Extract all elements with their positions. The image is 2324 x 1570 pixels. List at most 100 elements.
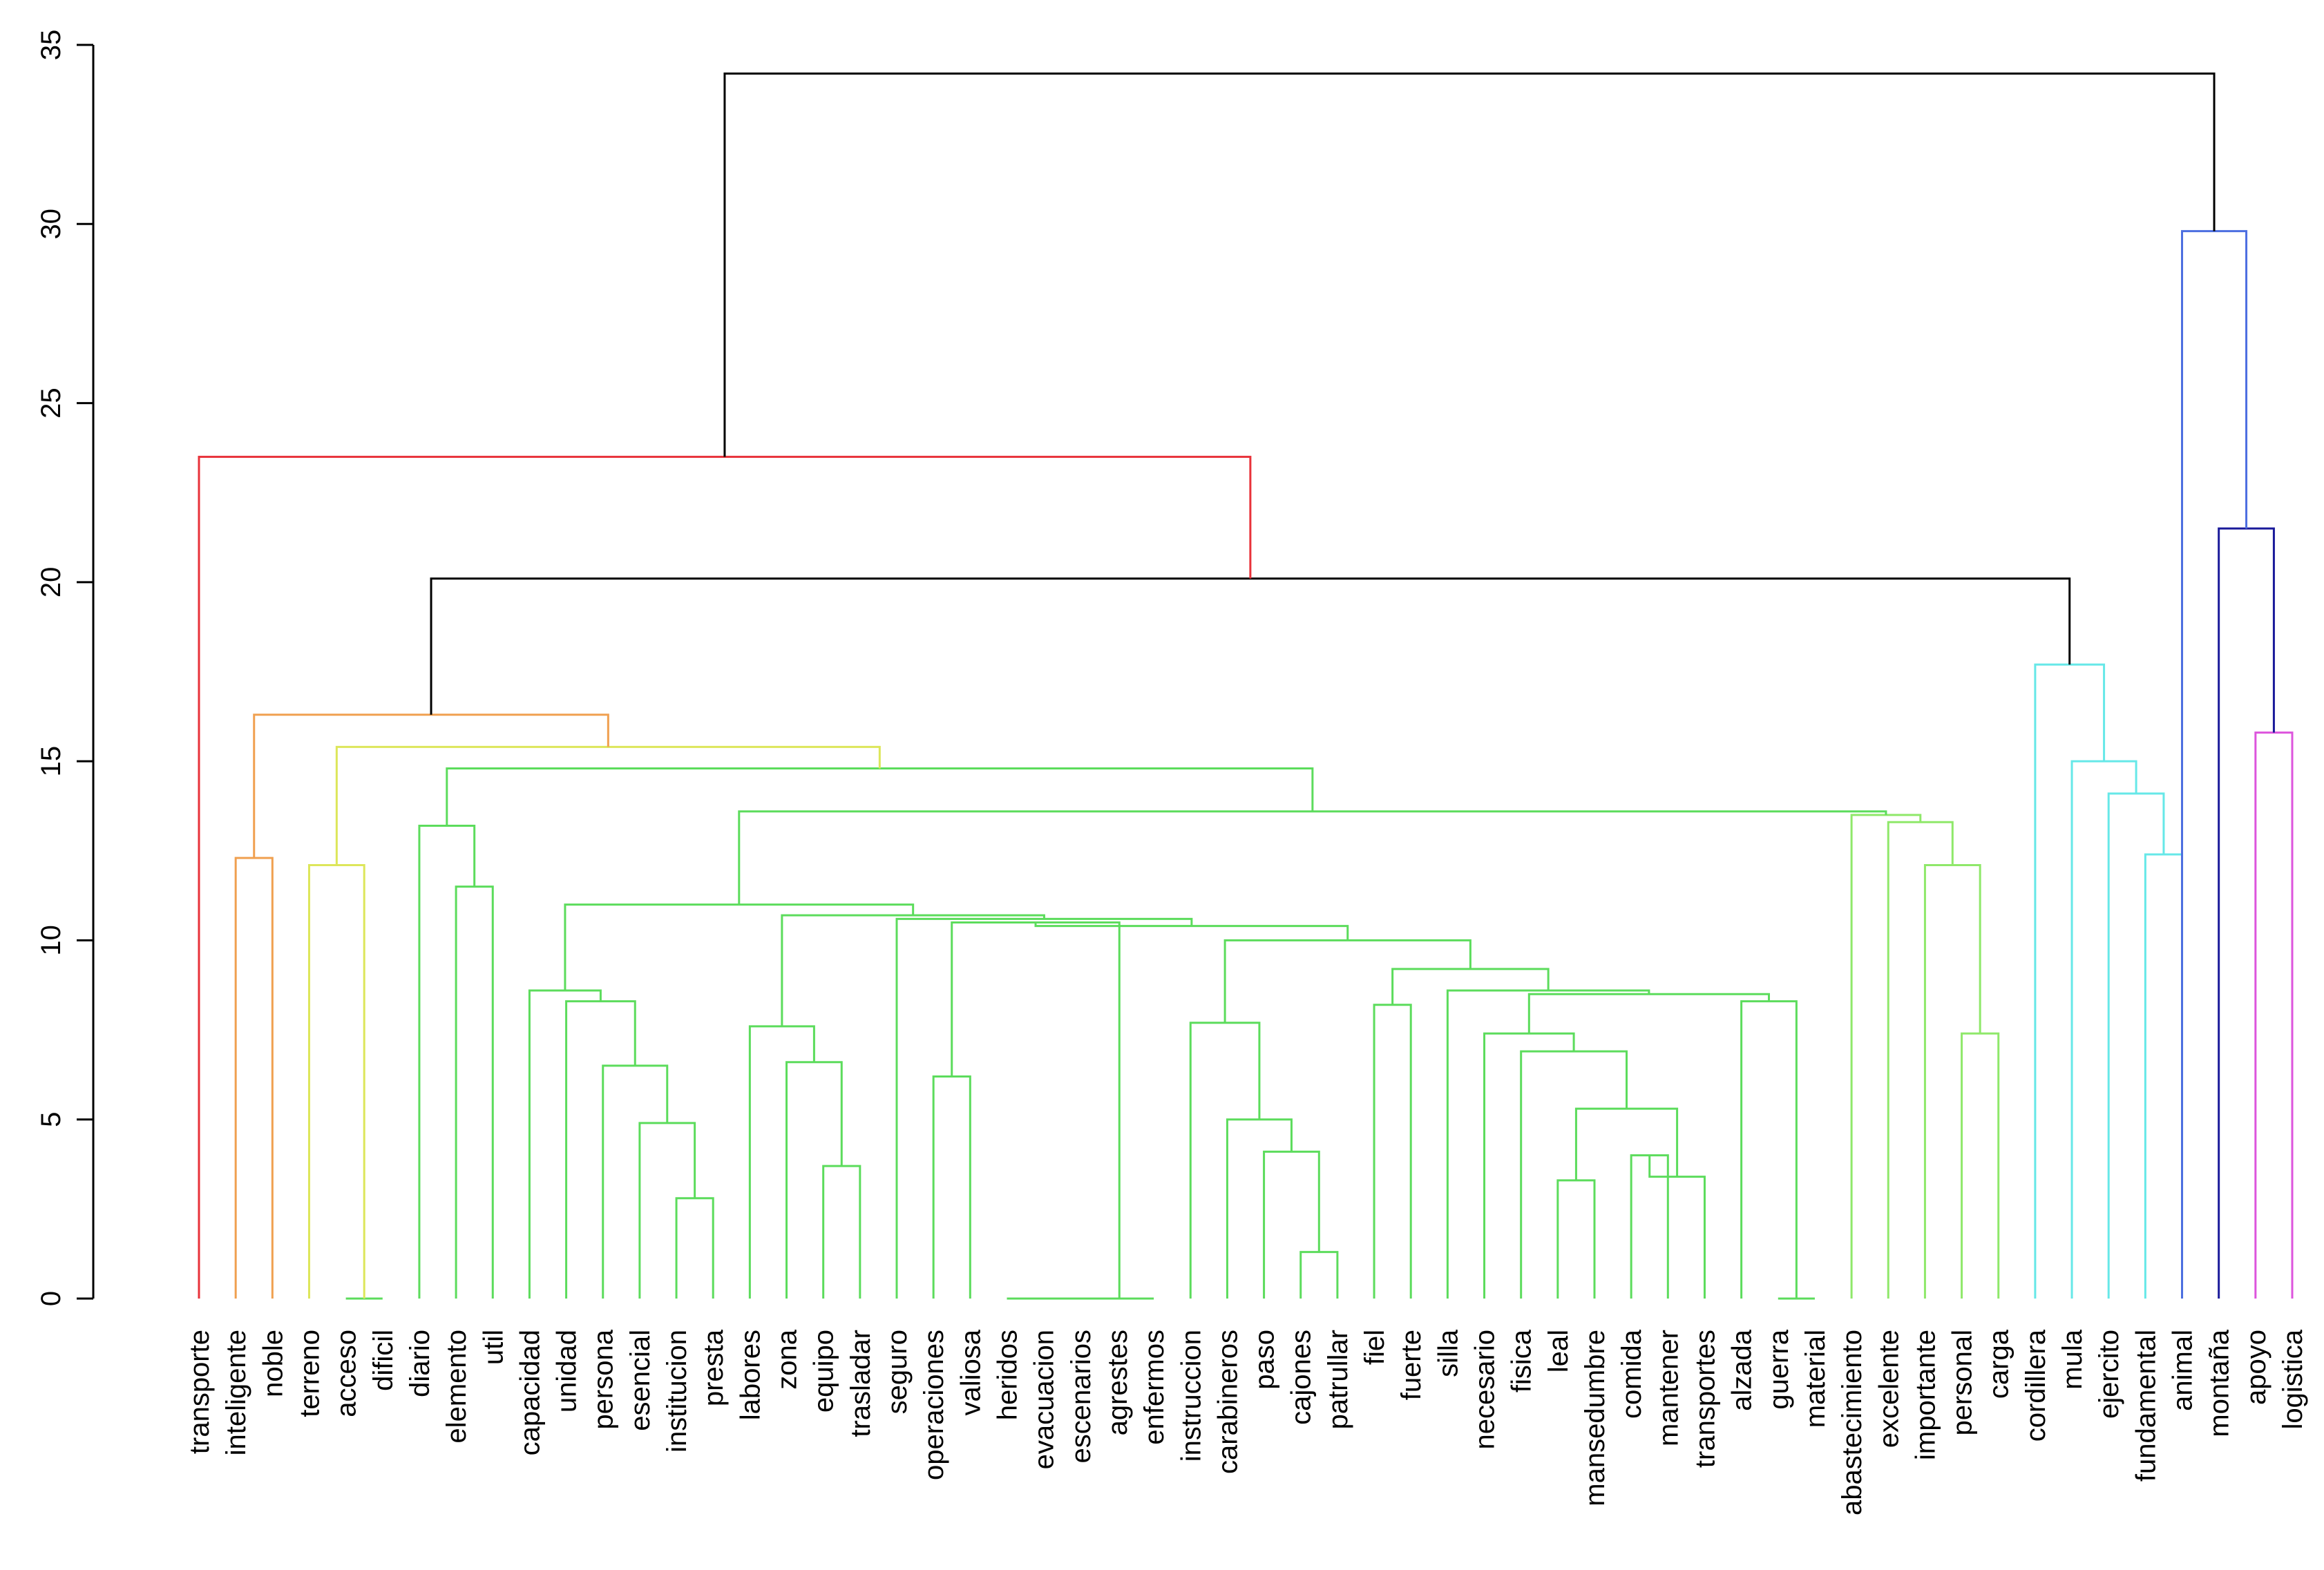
leaf-label: cordillera xyxy=(2021,1329,2051,1442)
leaf-label: necesario xyxy=(1470,1330,1501,1449)
dendrogram-branch xyxy=(1648,1155,1706,1299)
leaf-label: ejercito xyxy=(2094,1330,2124,1419)
dendrogram-branch xyxy=(1556,1179,1596,1299)
y-tick-label: 35 xyxy=(36,30,66,61)
dendrogram-branch xyxy=(234,856,274,1299)
dendrogram-branch xyxy=(2254,731,2294,1299)
dendrogram-branch xyxy=(2034,663,2106,1299)
dendrogram-branch xyxy=(638,1122,696,1299)
leaf-label: fiel xyxy=(1360,1330,1390,1365)
leaf-label: dificil xyxy=(368,1330,399,1391)
dendrogram-branch xyxy=(781,914,1045,1026)
dendrogram-branch xyxy=(253,714,609,859)
dendrogram-branch xyxy=(565,1000,636,1299)
leaf-label: excelente xyxy=(1874,1330,1904,1448)
dendrogram-branch xyxy=(1527,993,1770,1034)
leaf-label: acceso xyxy=(332,1330,362,1417)
dendrogram-branch xyxy=(1373,1004,1412,1299)
dendrogram-branch xyxy=(307,864,365,1299)
leaf-label: util xyxy=(478,1330,508,1365)
leaf-label: equipo xyxy=(809,1330,839,1413)
dendrogram-branch xyxy=(1034,922,1349,941)
leaf-label: abastecimiento xyxy=(1837,1330,1867,1515)
leaf-label: logistica xyxy=(2278,1329,2308,1429)
leaf-label: seguro xyxy=(882,1330,913,1414)
dendrogram-branch xyxy=(602,1064,669,1299)
leaf-label: esencial xyxy=(625,1330,656,1431)
leaf-label: guerra xyxy=(1764,1329,1794,1409)
leaf-label: evacuacion xyxy=(1029,1330,1060,1469)
leaf-label: agrestes xyxy=(1103,1330,1133,1435)
leaf-label: fisica xyxy=(1507,1329,1537,1392)
dendrogram-branch xyxy=(675,1197,714,1299)
leaf-label: mula xyxy=(2057,1329,2088,1389)
leaf-label: elemento xyxy=(441,1330,472,1444)
leaf-label: comida xyxy=(1617,1329,1647,1419)
dendrogram-branch xyxy=(1923,864,1981,1299)
dendrogram-branch xyxy=(2218,527,2275,1299)
dendrogram-branch xyxy=(2107,792,2165,1299)
dendrogram-branch xyxy=(748,1025,815,1299)
leaf-label: escenarios xyxy=(1066,1330,1096,1463)
y-tick-label: 30 xyxy=(36,209,66,240)
dendrogram-branch xyxy=(895,917,1193,1299)
dendrogram-branch xyxy=(723,72,2216,457)
dendrogram-branch xyxy=(1740,1000,1798,1299)
dendrogram-branch xyxy=(418,824,476,1299)
leaf-label: trasladar xyxy=(846,1330,876,1437)
leaf-label: importante xyxy=(1910,1330,1941,1460)
leaf-label: capacidad xyxy=(515,1330,545,1455)
leaf-label: labores xyxy=(735,1330,765,1420)
dendrogram-branch xyxy=(785,1061,843,1299)
dendrogram-branch xyxy=(1961,1032,2000,1299)
leaf-label: inteligente xyxy=(221,1330,251,1455)
dendrogram-branch xyxy=(951,921,1121,1299)
leaf-label: carga xyxy=(1984,1329,2015,1399)
leaf-label: montaña xyxy=(2204,1329,2235,1437)
leaf-label: transportes xyxy=(1690,1330,1720,1468)
dendrogram-branch xyxy=(564,903,915,991)
y-tick-label: 20 xyxy=(36,567,66,598)
leaf-label: mansedumbre xyxy=(1580,1330,1610,1506)
leaf-label: valiosa xyxy=(955,1329,986,1415)
dendrogram-branch xyxy=(1226,1118,1293,1299)
dendrogram-branch xyxy=(932,1075,971,1299)
dendrogram-branch xyxy=(738,810,1887,905)
leaf-label: cajones xyxy=(1286,1330,1317,1425)
dendrogram-branch xyxy=(2144,853,2184,1299)
dendrogram-branch xyxy=(1887,821,1954,1299)
leaf-label: zona xyxy=(772,1329,803,1389)
leaf-label: presta xyxy=(698,1329,729,1406)
leaf-label: material xyxy=(1800,1330,1831,1428)
dendrogram-branch xyxy=(1483,1032,1575,1299)
dendrogram-branch xyxy=(1574,1107,1679,1180)
leaf-label: instruccion xyxy=(1176,1330,1206,1462)
dendrogram-branch xyxy=(1520,1050,1628,1299)
leaf-label: operaciones xyxy=(919,1330,949,1480)
leaf-label: transporte xyxy=(184,1330,215,1454)
leaf-label: animal xyxy=(2168,1330,2198,1411)
leaf-label: diario xyxy=(405,1330,435,1397)
dendrogram-branch xyxy=(2070,760,2137,1299)
leaf-labels: transporte inteligente noble terreno acceso d… xyxy=(184,1329,2308,1515)
dendrogram-branch xyxy=(430,577,2071,715)
y-tick-label: 15 xyxy=(36,746,66,777)
leaf-label: personal xyxy=(1947,1330,1978,1435)
dendrogram-branch xyxy=(446,767,1314,826)
leaf-label: unidad xyxy=(552,1330,582,1413)
dendrogram-branch xyxy=(455,885,494,1299)
leaf-label: mantener xyxy=(1653,1330,1684,1446)
dendrogram-branch xyxy=(1850,814,1922,1299)
leaf-label: fuerte xyxy=(1396,1330,1427,1400)
leaf-label: alzada xyxy=(1727,1329,1758,1411)
leaf-label: fundamental xyxy=(2131,1330,2161,1482)
leaf-label: carabineros xyxy=(1212,1330,1243,1474)
leaf-label: noble xyxy=(258,1330,288,1397)
dendrogram-branch xyxy=(1189,1022,1261,1299)
dendrogram-branch xyxy=(528,989,602,1299)
leaf-label: heridos xyxy=(992,1330,1022,1420)
dendrogram-branch xyxy=(1630,1154,1669,1299)
leaf-label: persona xyxy=(589,1329,619,1429)
leaf-label: apoyo xyxy=(2241,1330,2271,1405)
